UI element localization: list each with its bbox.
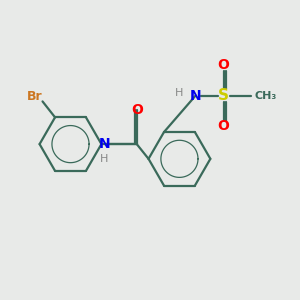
Text: H: H	[100, 154, 109, 164]
Text: N: N	[98, 137, 110, 151]
Text: CH₃: CH₃	[254, 91, 277, 100]
Text: H: H	[175, 88, 184, 98]
Text: S: S	[218, 88, 229, 103]
Text: O: O	[218, 119, 230, 134]
Text: O: O	[218, 58, 230, 72]
Text: Br: Br	[27, 91, 43, 103]
Text: N: N	[190, 88, 202, 103]
Text: O: O	[131, 103, 143, 117]
